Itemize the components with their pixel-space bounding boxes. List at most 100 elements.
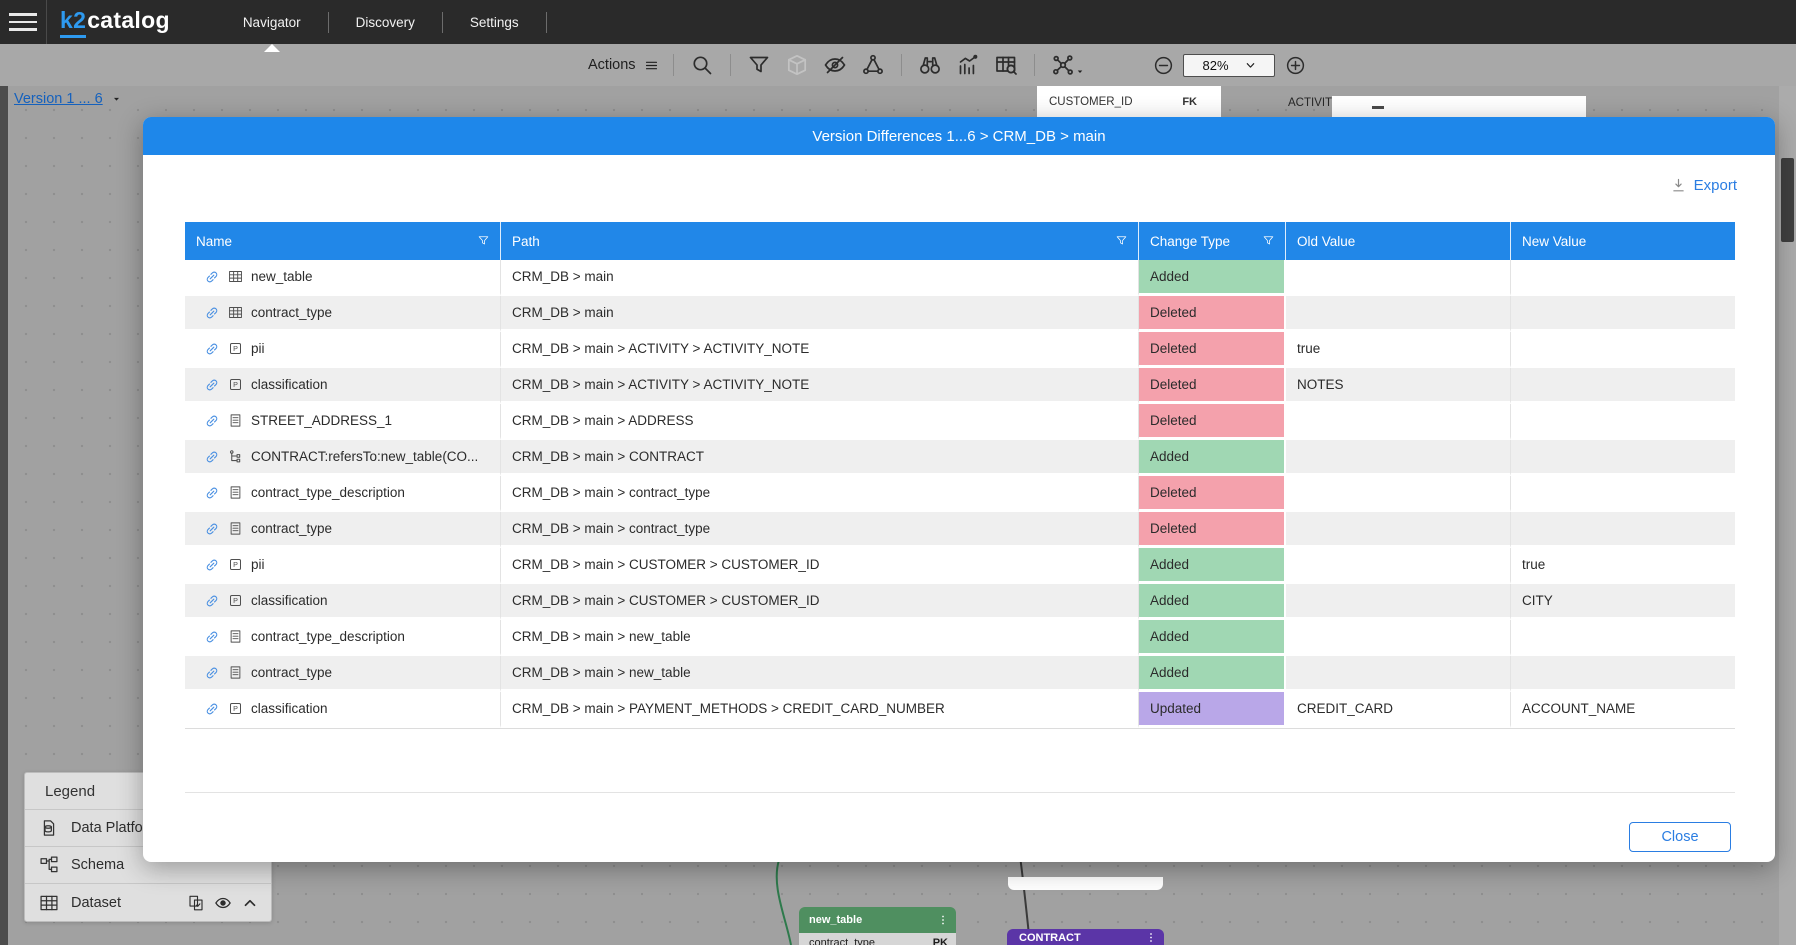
diff-row[interactable]: contract_type_description CRM_DB > main … (185, 620, 1735, 656)
diff-row[interactable]: contract_type CRM_DB > main > new_table … (185, 656, 1735, 692)
nav-discovery[interactable]: Discovery (355, 14, 415, 30)
link-icon[interactable] (204, 701, 220, 717)
link-icon[interactable] (204, 305, 220, 321)
diff-row[interactable]: P classification CRM_DB > main > CUSTOME… (185, 584, 1735, 620)
filter-funnel-icon[interactable] (1262, 234, 1275, 247)
legend-item-schema[interactable]: Schema (25, 847, 271, 884)
filter-funnel-icon[interactable] (1115, 234, 1128, 247)
diff-name: contract_type_description (251, 485, 405, 500)
eye-icon[interactable] (214, 894, 232, 912)
filter-button[interactable] (746, 52, 772, 78)
hide-button[interactable] (822, 52, 848, 78)
diff-change-type-cell: Updated (1139, 692, 1286, 728)
more-menu-icon[interactable] (937, 913, 949, 927)
nav-settings[interactable]: Settings (469, 14, 519, 30)
link-icon[interactable] (204, 593, 220, 609)
diff-change-type-cell: Deleted (1139, 332, 1286, 368)
zoom-in-button[interactable] (1284, 54, 1306, 76)
link-icon[interactable] (204, 665, 220, 681)
diff-row[interactable]: P classification CRM_DB > main > ACTIVIT… (185, 368, 1735, 404)
schema-icon (39, 855, 59, 875)
zoom-out-button[interactable] (1152, 54, 1174, 76)
chart-button[interactable] (955, 52, 981, 78)
chevron-up-icon[interactable] (241, 894, 259, 912)
diff-row[interactable]: P pii CRM_DB > main > CUSTOMER > CUSTOME… (185, 548, 1735, 584)
diff-row[interactable]: contract_type CRM_DB > main > contract_t… (185, 512, 1735, 548)
diff-new-value-cell (1511, 476, 1735, 512)
diff-name: contract_type (251, 305, 333, 320)
diff-path-cell: CRM_DB > main > contract_type (501, 512, 1139, 548)
diff-change-type-cell: Added (1139, 548, 1286, 584)
diff-new-value-cell (1511, 296, 1735, 332)
vertical-scrollbar[interactable] (1779, 86, 1796, 945)
legend-item-dataset[interactable]: Dataset (25, 884, 271, 921)
diff-row[interactable]: new_table CRM_DB > main Added (185, 260, 1735, 296)
dataset-icon (39, 893, 59, 913)
search-button[interactable] (689, 52, 715, 78)
link-icon[interactable] (204, 269, 220, 285)
entity-card-contract[interactable]: CONTRACT (1007, 929, 1164, 945)
dataset-icon (228, 305, 243, 320)
diff-row[interactable]: contract_type_description CRM_DB > main … (185, 476, 1735, 512)
graph-icon (861, 53, 885, 77)
more-menu-icon[interactable] (1145, 931, 1157, 944)
entity-card-new-table[interactable]: new_table contract_type PK (799, 907, 956, 945)
compare-doc-icon[interactable] (187, 894, 205, 912)
link-icon[interactable] (204, 449, 220, 465)
entity-card-fragment[interactable] (1332, 96, 1586, 117)
package-button[interactable] (784, 52, 810, 78)
version-selector[interactable]: Version 1 ... 6 (14, 91, 122, 107)
column-icon (228, 413, 243, 428)
diff-row[interactable]: P pii CRM_DB > main > ACTIVITY > ACTIVIT… (185, 332, 1735, 368)
diff-row[interactable]: contract_type CRM_DB > main Deleted (185, 296, 1735, 332)
diff-name: contract_type (251, 665, 333, 680)
entity-header: new_table (799, 907, 956, 933)
zoom-level-select[interactable]: 82% (1183, 53, 1275, 77)
diff-row[interactable]: CONTRACT:refersTo:new_table(CO... CRM_DB… (185, 440, 1735, 476)
diff-name: classification (251, 701, 328, 716)
link-icon[interactable] (204, 377, 220, 393)
diff-row[interactable]: STREET_ADDRESS_1 CRM_DB > main > ADDRESS… (185, 404, 1735, 440)
layout-button[interactable] (1050, 52, 1082, 78)
relationship-icon (228, 449, 243, 464)
scrollbar-thumb[interactable] (1781, 158, 1794, 242)
property-icon: P (228, 557, 243, 572)
close-button[interactable]: Close (1629, 822, 1731, 852)
diff-path-cell: CRM_DB > main > PAYMENT_METHODS > CREDIT… (501, 692, 1139, 728)
diff-name: pii (251, 557, 265, 572)
svg-text:P: P (233, 561, 238, 569)
entity-row-customer-id[interactable]: CUSTOMER_ID FK (1037, 86, 1221, 117)
binoculars-button[interactable] (917, 52, 943, 78)
export-button[interactable]: Export (1670, 177, 1737, 194)
link-icon[interactable] (204, 341, 220, 357)
entity-row: contract_type PK (799, 933, 956, 945)
graph-button[interactable] (860, 52, 886, 78)
nav-navigator[interactable]: Navigator (216, 0, 328, 52)
entity-card-bottom[interactable] (1008, 877, 1163, 890)
diff-path-cell: CRM_DB > main > ACTIVITY > ACTIVITY_NOTE (501, 332, 1139, 368)
diff-old-value-cell: NOTES (1286, 368, 1511, 404)
column-header-name: Name (185, 222, 501, 260)
diff-new-value-cell (1511, 368, 1735, 404)
entity-title-activity: ACTIVITY (1288, 97, 1340, 109)
link-icon[interactable] (204, 485, 220, 501)
diff-new-value-cell (1511, 440, 1735, 476)
link-icon[interactable] (204, 521, 220, 537)
column-name: contract_type (809, 936, 876, 945)
diff-row[interactable]: P classification CRM_DB > main > PAYMENT… (185, 692, 1735, 728)
topbar-divider (46, 0, 47, 44)
diff-change-type-cell: Added (1139, 440, 1286, 476)
column-header-old-value: Old Value (1286, 222, 1511, 260)
link-icon[interactable] (204, 557, 220, 573)
diagram-toolbar: Actions 82% (0, 44, 1796, 86)
actions-button[interactable]: Actions (588, 57, 660, 74)
hamburger-menu-button[interactable] (0, 0, 46, 44)
nav-separator (545, 11, 547, 33)
diff-new-value-cell (1511, 620, 1735, 656)
table-search-button[interactable] (993, 52, 1019, 78)
link-icon[interactable] (204, 413, 220, 429)
diff-change-type-cell: Added (1139, 620, 1286, 656)
link-icon[interactable] (204, 629, 220, 645)
filter-funnel-icon[interactable] (477, 234, 490, 247)
